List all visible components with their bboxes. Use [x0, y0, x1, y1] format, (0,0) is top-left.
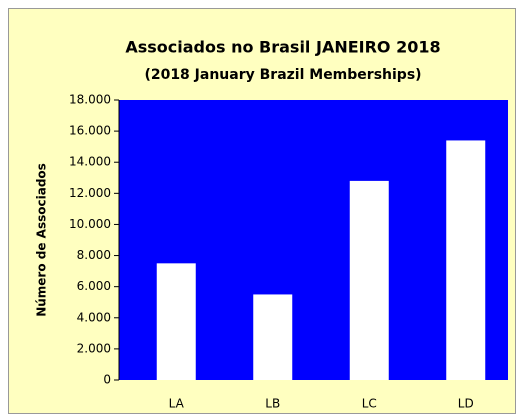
y-tick-label: 12.000 [69, 186, 111, 200]
y-tick-label: 14.000 [69, 155, 111, 169]
y-tick-label: 6.000 [77, 279, 111, 293]
x-tick-label: LA [169, 397, 185, 411]
bar [349, 180, 389, 380]
x-tick-label: LD [458, 397, 474, 411]
y-tick-label: 0 [103, 373, 111, 387]
y-axis-label: Número de Associados [35, 163, 49, 317]
bar [253, 294, 293, 380]
bar [446, 140, 486, 380]
y-tick-label: 10.000 [69, 217, 111, 231]
chart-subtitle: (2018 January Brazil Memberships) [144, 67, 421, 83]
x-tick-label: LB [265, 397, 280, 411]
y-tick-label: 4.000 [77, 310, 111, 324]
y-tick-label: 8.000 [77, 248, 111, 262]
bar [156, 263, 196, 380]
y-tick-label: 16.000 [69, 124, 111, 138]
y-tick-label: 2.000 [77, 341, 111, 355]
chart-title: Associados no Brasil JANEIRO 2018 [125, 38, 440, 57]
y-tick-label: 18.000 [69, 93, 111, 107]
x-tick-label: LC [362, 397, 377, 411]
